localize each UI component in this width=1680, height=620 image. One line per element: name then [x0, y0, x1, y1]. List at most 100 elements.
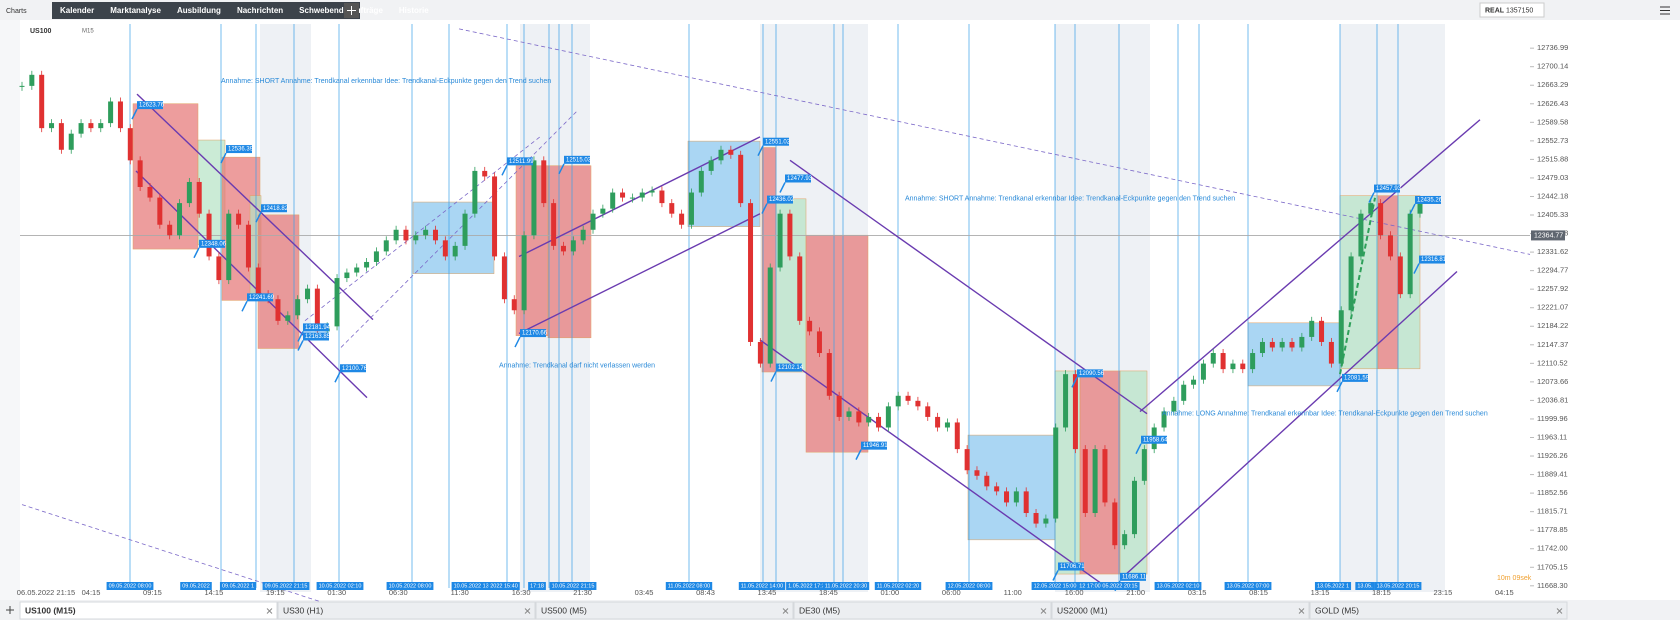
candle [1407, 213, 1413, 295]
candle [511, 299, 517, 311]
menu-item[interactable]: Marktanalyse [110, 6, 161, 15]
marker-label: 13.05.2022 02:10 [1157, 583, 1200, 589]
candle [1092, 449, 1098, 514]
flag-stem [241, 301, 248, 312]
candle [147, 187, 153, 198]
add-tab[interactable] [6, 606, 14, 614]
candle [866, 416, 872, 423]
candle [846, 411, 852, 417]
y-tick-label: 11889.41 [1537, 470, 1568, 479]
candle [29, 74, 35, 86]
candle [708, 160, 714, 171]
candle [413, 235, 419, 241]
dashed-line [304, 136, 541, 322]
candle [954, 422, 960, 450]
account-number: 1357150 [1506, 7, 1533, 14]
account-box[interactable] [1479, 2, 1545, 18]
x-tick-label: 18:15 [1372, 588, 1391, 597]
tab[interactable] [1051, 601, 1310, 620]
tab[interactable] [277, 601, 536, 620]
menu-item[interactable]: Historie [399, 6, 429, 15]
flag-stem [558, 163, 565, 175]
trend-line [518, 213, 761, 335]
candle [98, 123, 104, 129]
x-tick-label: 09:15 [143, 588, 162, 597]
marker-label-bg [262, 582, 310, 590]
marker-label-bg [219, 582, 257, 590]
price-flag-label: 12081.59 [1344, 375, 1370, 381]
marker-label-bg [180, 582, 212, 590]
hamburger[interactable] [1660, 6, 1670, 15]
candle [649, 190, 655, 193]
candle [1230, 363, 1236, 370]
candle [285, 315, 291, 321]
trend-line [1124, 271, 1458, 576]
flag-stem [255, 211, 262, 223]
candle [964, 449, 970, 471]
annotation: Annahme: Trendkanal darf nicht verlassen… [499, 362, 655, 369]
menu-item[interactable]: Kalender [60, 6, 94, 15]
candle [423, 229, 429, 236]
candle [1161, 411, 1167, 428]
symbol: US100 [30, 28, 52, 35]
price-flag [564, 155, 590, 164]
candle [236, 213, 242, 225]
x-tick-label: 11:00 [1004, 588, 1022, 597]
menu-item[interactable]: Schwebende Aufträge [299, 6, 383, 15]
candle [1102, 449, 1108, 503]
menu-item[interactable]: Nachrichten [237, 6, 283, 15]
app-name[interactable]: Charts [6, 8, 27, 15]
candle [787, 213, 793, 257]
menu-item[interactable]: Ausbildung [177, 6, 221, 15]
price-flag [261, 204, 287, 213]
tab[interactable] [793, 601, 1052, 620]
candle [58, 123, 64, 150]
candle [167, 224, 173, 236]
price-flag [785, 174, 811, 183]
candle [974, 470, 980, 476]
marker-label-bg [1100, 582, 1140, 590]
candle [186, 181, 192, 204]
tab[interactable] [19, 601, 278, 620]
x-tick-label: 13:45 [758, 588, 777, 597]
price-flag-label: 12316.81 [1421, 257, 1447, 263]
price-flag-label: 12090.56 [1079, 371, 1105, 377]
tab[interactable] [535, 601, 794, 620]
x-tick-label: 06.05.2022 21:15 [17, 588, 75, 597]
candle [1358, 213, 1364, 257]
candle [462, 213, 468, 246]
candle [108, 101, 114, 124]
price-flag-label: 12551.02 [765, 139, 791, 145]
marker-label-bg [451, 582, 499, 590]
trend-line [136, 93, 374, 321]
y-tick-label: 12184.22 [1537, 321, 1568, 330]
flag-stem [761, 203, 768, 214]
marker-label: 10.05.2022 02:10 [319, 583, 362, 589]
candle [1053, 427, 1059, 519]
tab-label: DE30 (M5) [799, 605, 840, 615]
price-flag [199, 239, 225, 248]
price-flag-label: 12457.93 [1376, 186, 1402, 192]
candle [659, 190, 665, 204]
price-flag-label: 11706.71 [1060, 564, 1085, 570]
candle [698, 170, 704, 193]
trend-line [759, 339, 1101, 584]
candle [718, 149, 724, 161]
tab-label: GOLD (M5) [1315, 605, 1359, 615]
candle [334, 278, 340, 327]
y-tick-label: 11705.15 [1537, 562, 1568, 571]
candle [432, 229, 438, 241]
marker-label: 1.05.2022 17:30 [788, 583, 828, 589]
candle [1112, 502, 1118, 546]
tab-close [1298, 608, 1305, 614]
marker-label: 13.05.2022 1 [1317, 583, 1349, 589]
x-tick-label: 11:30 [451, 588, 469, 597]
y-tick-label: 12405.33 [1537, 210, 1568, 219]
current-price-box [1531, 230, 1565, 241]
tab[interactable] [1309, 601, 1568, 620]
candle [452, 245, 458, 257]
candle [590, 213, 596, 230]
y-tick-label: 11852.56 [1537, 488, 1568, 497]
candle [442, 240, 448, 257]
